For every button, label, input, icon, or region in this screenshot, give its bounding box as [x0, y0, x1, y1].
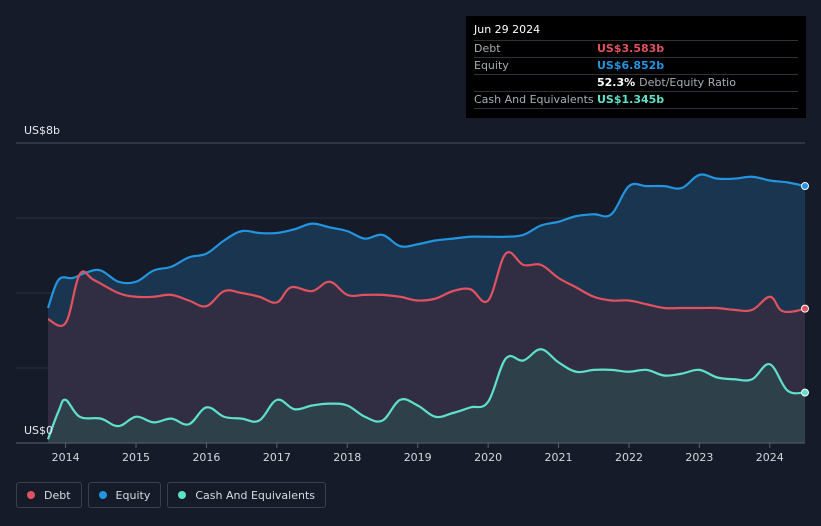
tooltip-debt-label: Debt — [474, 42, 501, 55]
data-tooltip: Jun 29 2024 Debt US$3.583b Equity US$6.8… — [466, 16, 806, 118]
tooltip-ratio-value: 52.3% — [597, 76, 636, 89]
x-tick-label: 2017 — [263, 451, 291, 464]
debt-line — [47, 251, 806, 328]
x-tick-label: 2018 — [333, 451, 361, 464]
x-tick-label: 2016 — [192, 451, 220, 464]
x-tick-label: 2014 — [52, 451, 80, 464]
equity-line — [46, 173, 806, 309]
equity-end-marker — [801, 182, 809, 191]
x-tick-label: 2023 — [685, 451, 713, 464]
legend-debt-toggle[interactable]: Debt — [16, 482, 82, 508]
tooltip-equity-value: US$6.852b — [597, 59, 665, 72]
tooltip-equity-row: Equity US$6.852b — [474, 57, 798, 74]
tooltip-date: Jun 29 2024 — [474, 23, 541, 36]
legend-debt-label: Debt — [44, 488, 71, 502]
x-tick-label: 2021 — [545, 451, 573, 464]
series-lines — [46, 173, 806, 440]
tooltip-ratio-label: Debt/Equity Ratio — [639, 76, 736, 89]
cash-area — [48, 349, 805, 443]
y-axis-max-label: US$8b — [24, 124, 61, 137]
tooltip-cash-value: US$1.345b — [597, 93, 665, 106]
cash-end-marker — [801, 388, 809, 397]
legend-cash-toggle[interactable]: Cash And Equivalents — [167, 482, 326, 508]
x-tick-label: 2022 — [615, 451, 643, 464]
tooltip-debt-value: US$3.583b — [597, 42, 665, 55]
legend-equity-label: Equity — [115, 488, 151, 502]
equity-dot-icon — [98, 491, 107, 499]
x-tick-label: 2024 — [756, 451, 784, 464]
cash-dot-icon — [178, 491, 187, 499]
debt-end-marker — [801, 304, 809, 313]
chart-legend: Debt Equity Cash And Equivalents — [16, 482, 326, 508]
debt-dot-icon — [27, 491, 35, 499]
y-axis-min-label: US$0 — [24, 424, 54, 437]
tooltip-ratio-row: 52.3% Debt/Equity Ratio — [474, 74, 798, 91]
tooltip-cash-label: Cash And Equivalents — [474, 93, 594, 106]
legend-cash-label: Cash And Equivalents — [195, 488, 315, 502]
tooltip-equity-label: Equity — [474, 59, 509, 72]
x-axis-ticks: 2014 2015 2016 2017 2018 2019 2020 2021 2022 2023… — [52, 443, 784, 464]
cash-line — [46, 348, 806, 440]
x-tick-label: 2020 — [474, 451, 502, 464]
legend-equity-toggle[interactable]: Equity — [87, 482, 162, 508]
tooltip-debt-row: Debt US$3.583b — [474, 40, 798, 57]
x-tick-label: 2015 — [122, 451, 150, 464]
x-tick-label: 2019 — [404, 451, 432, 464]
end-markers — [801, 182, 809, 397]
series-areas — [48, 174, 805, 443]
tooltip-cash-row: Cash And Equivalents US$1.345b — [474, 91, 798, 109]
